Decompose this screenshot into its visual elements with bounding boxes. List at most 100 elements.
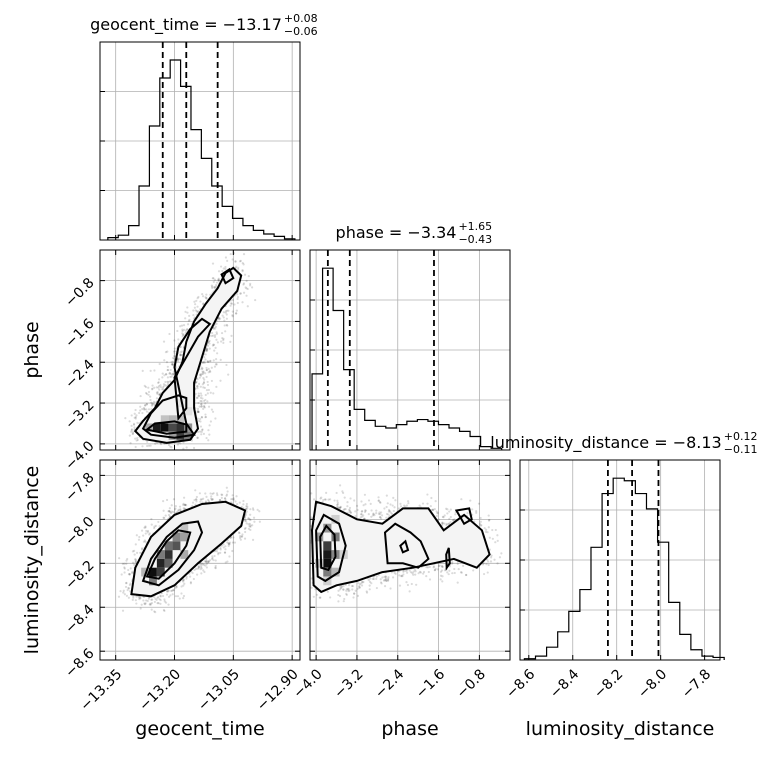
- scatter-point: [213, 286, 216, 289]
- scatter-point: [340, 585, 344, 588]
- scatter-point: [173, 352, 176, 355]
- scatter-point: [134, 437, 137, 440]
- scatter-point: [196, 396, 199, 399]
- scatter-point: [143, 408, 146, 411]
- scatter-point: [425, 574, 428, 578]
- scatter-point: [132, 423, 136, 426]
- scatter-point: [133, 412, 136, 415]
- scatter-point: [143, 602, 146, 605]
- scatter-point: [203, 406, 206, 409]
- x-tick-label-geocent_time: −13.35: [77, 666, 125, 714]
- pair-panel-geocent_time-phase: [99, 249, 301, 451]
- scatter-point: [170, 360, 173, 364]
- scatter-point: [217, 277, 220, 280]
- scatter-point: [128, 572, 131, 576]
- scatter-point: [409, 571, 413, 574]
- scatter-point: [195, 310, 198, 313]
- scatter-point: [241, 533, 244, 536]
- scatter-point: [211, 344, 215, 347]
- scatter-point: [401, 575, 404, 578]
- scatter-point: [168, 515, 172, 518]
- scatter-point: [348, 508, 351, 511]
- scatter-point: [347, 583, 351, 587]
- scatter-point: [367, 499, 371, 502]
- scatter-point: [248, 525, 251, 528]
- scatter-point: [171, 372, 175, 375]
- scatter-point: [150, 602, 154, 605]
- scatter-point: [231, 498, 234, 501]
- scatter-point: [399, 505, 403, 508]
- scatter-point: [244, 286, 247, 289]
- scatter-point: [170, 446, 173, 449]
- scatter-point: [199, 385, 202, 388]
- scatter-point: [385, 579, 388, 582]
- scatter-point: [377, 499, 380, 502]
- scatter-point: [231, 258, 234, 261]
- scatter-point: [176, 443, 179, 446]
- scatter-point: [131, 570, 134, 573]
- scatter-point: [182, 580, 185, 583]
- scatter-point: [435, 510, 438, 513]
- scatter-point: [196, 436, 199, 439]
- scatter-point: [185, 575, 188, 578]
- scatter-point: [229, 536, 233, 539]
- scatter-point: [220, 496, 223, 499]
- scatter-point: [224, 561, 227, 564]
- scatter-point: [175, 366, 178, 369]
- scatter-point: [471, 508, 474, 511]
- scatter-point: [339, 506, 342, 509]
- scatter-point: [246, 287, 249, 291]
- scatter-point: [196, 410, 200, 414]
- scatter-point: [159, 595, 162, 598]
- scatter-point: [369, 502, 372, 506]
- scatter-point: [212, 558, 215, 562]
- density-cell: [149, 567, 157, 577]
- histogram-phase: [311, 267, 503, 450]
- scatter-point: [121, 562, 124, 565]
- scatter-point: [364, 509, 367, 512]
- contour-2: [144, 420, 188, 435]
- scatter-point: [189, 575, 192, 578]
- scatter-point: [150, 598, 153, 601]
- scatter-point: [443, 569, 447, 572]
- scatter-point: [426, 502, 429, 505]
- scatter-point: [196, 407, 200, 410]
- scatter-point: [222, 337, 225, 340]
- scatter-point: [441, 565, 444, 568]
- scatter-point: [202, 405, 206, 409]
- scatter-point: [137, 538, 141, 541]
- scatter-point: [138, 596, 141, 599]
- scatter-point: [434, 567, 437, 570]
- density-cell: [184, 407, 193, 416]
- scatter-point: [249, 513, 252, 516]
- scatter-point: [144, 540, 147, 543]
- scatter-point: [218, 498, 221, 502]
- scatter-point: [125, 581, 128, 585]
- scatter-point: [251, 507, 255, 510]
- scatter-point: [233, 303, 236, 306]
- scatter-point: [206, 498, 210, 502]
- scatter-point: [486, 558, 489, 561]
- scatter-point: [348, 509, 352, 512]
- scatter-point: [375, 586, 378, 590]
- scatter-point: [134, 558, 137, 561]
- scatter-point: [199, 568, 202, 571]
- scatter-point: [205, 293, 208, 296]
- scatter-point: [138, 598, 141, 601]
- scatter-point: [154, 611, 157, 614]
- scatter-point: [223, 324, 226, 327]
- scatter-point: [482, 572, 486, 576]
- scatter-point: [441, 575, 444, 578]
- scatter-point: [249, 524, 252, 527]
- scatter-point: [158, 362, 161, 366]
- scatter-point: [217, 270, 221, 273]
- scatter-point: [360, 582, 363, 585]
- title-main: phase = −3.34: [336, 223, 457, 242]
- scatter-point: [485, 528, 488, 531]
- scatter-point: [337, 589, 340, 592]
- scatter-point: [240, 505, 243, 508]
- density-cell: [172, 532, 181, 542]
- scatter-point: [157, 595, 160, 599]
- scatter-point: [182, 447, 185, 450]
- scatter-point: [362, 580, 365, 584]
